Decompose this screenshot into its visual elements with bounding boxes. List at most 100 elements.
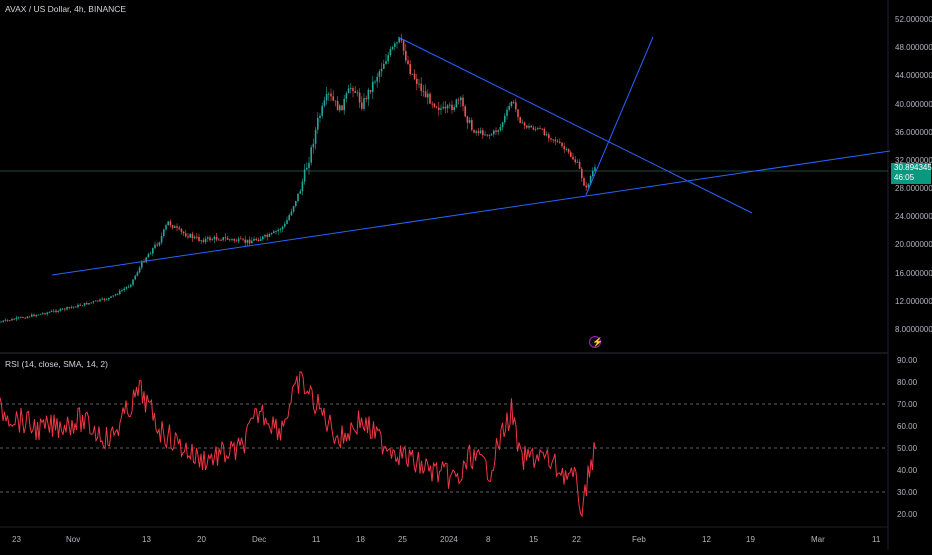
- candle-body: [13, 318, 15, 320]
- candle-body: [453, 107, 455, 111]
- time-label: 11: [872, 535, 881, 544]
- candle-body: [559, 141, 561, 143]
- candle-body: [99, 299, 101, 302]
- price-label: 8.0000000: [895, 325, 932, 334]
- candle-body: [477, 131, 480, 134]
- lightning-icon[interactable]: ⚡: [589, 336, 603, 348]
- rsi-label: 70.00: [897, 400, 918, 409]
- candle-body: [218, 239, 220, 241]
- rsi-label: 50.00: [897, 444, 918, 453]
- candle-body: [266, 234, 268, 237]
- candle-body: [508, 106, 510, 110]
- price-scale[interactable]: 52.0000000 48.0000000 44.0000000 40.0000…: [895, 15, 932, 334]
- candle-body: [235, 240, 238, 242]
- candle-body: [145, 257, 147, 263]
- candle-body: [180, 228, 183, 232]
- candle-body: [374, 81, 376, 83]
- candle-body: [398, 38, 400, 43]
- candle-body: [334, 100, 337, 102]
- candle-body: [209, 237, 211, 241]
- rsi-scale[interactable]: 90.00 80.00 70.00 60.00 50.00 40.00 30.0…: [897, 356, 918, 519]
- candle-body: [204, 238, 207, 242]
- bar-countdown: 46:05: [894, 173, 915, 182]
- candle-body: [510, 102, 513, 107]
- time-label: 11: [312, 535, 321, 544]
- candle-body: [169, 221, 172, 226]
- candle-body: [33, 314, 35, 317]
- candle-body: [295, 201, 297, 207]
- candle-body: [167, 221, 169, 226]
- candle-body: [152, 248, 154, 254]
- candle-body: [312, 143, 315, 148]
- candle-body: [11, 318, 13, 321]
- candle-body: [504, 115, 506, 123]
- time-label: 2024: [440, 535, 458, 544]
- candle-body: [103, 298, 106, 300]
- candle-body: [28, 316, 31, 318]
- candle-body: [257, 239, 260, 242]
- time-scale[interactable]: 23 Nov 13 20 Dec 11 18 25 2024 8 15 22 F…: [12, 535, 881, 544]
- candle-body: [583, 178, 585, 186]
- symbol-title[interactable]: AVAX / US Dollar, 4h, BINANCE: [5, 4, 126, 14]
- candle-body: [486, 134, 488, 136]
- time-label: 12: [702, 535, 711, 544]
- time-label: 18: [356, 535, 365, 544]
- candle-body: [475, 131, 477, 133]
- candle-body: [565, 148, 568, 150]
- candle-body: [240, 238, 242, 240]
- time-label: Mar: [811, 535, 825, 544]
- candle-body: [438, 107, 440, 110]
- candle-body: [552, 139, 554, 141]
- candle-body: [548, 134, 550, 139]
- candle-body: [132, 279, 134, 285]
- candle-body: [286, 220, 288, 224]
- projection-line[interactable]: [585, 36, 654, 196]
- candle-body: [400, 38, 403, 41]
- rsi-label: 20.00: [897, 510, 918, 519]
- candle-body: [207, 237, 209, 239]
- candle-body: [147, 254, 150, 258]
- price-label: 48.0000000: [895, 43, 932, 52]
- candle-body: [350, 88, 352, 89]
- resistance-trendline[interactable]: [397, 36, 753, 214]
- candle-body: [94, 300, 97, 302]
- candle-body: [319, 115, 321, 118]
- candle-body: [127, 286, 130, 288]
- candle-body: [187, 236, 189, 238]
- candle-body: [114, 294, 117, 296]
- candle-body: [125, 287, 128, 289]
- candle-body: [193, 236, 196, 239]
- candle-body: [174, 226, 176, 228]
- candle-body: [466, 116, 469, 123]
- price-label: 16.0000000: [895, 269, 932, 278]
- price-label: 52.0000000: [895, 15, 932, 24]
- price-label: 40.0000000: [895, 100, 932, 109]
- candle-body: [336, 100, 339, 111]
- candle-body: [163, 229, 165, 236]
- candle-body: [292, 206, 295, 212]
- time-label: 23: [12, 535, 21, 544]
- price-label: 20.0000000: [895, 240, 932, 249]
- candle-body: [123, 288, 125, 291]
- candle-body: [171, 225, 174, 228]
- candle-body: [158, 242, 161, 246]
- candle-body: [418, 83, 420, 85]
- candle-body: [75, 306, 77, 308]
- candlestick-series: [0, 33, 596, 323]
- candle-body: [185, 233, 187, 237]
- candle-body: [198, 237, 200, 242]
- candle-body: [22, 317, 24, 318]
- candle-body: [385, 61, 387, 64]
- candle-body: [471, 120, 473, 130]
- time-label: 22: [572, 535, 581, 544]
- candle-body: [424, 91, 427, 98]
- candle-body: [160, 235, 163, 243]
- candle-body: [15, 317, 18, 320]
- candle-body: [2, 320, 4, 322]
- price-label: 44.0000000: [895, 71, 932, 80]
- support-trendline[interactable]: [51, 150, 891, 276]
- candle-body: [427, 93, 429, 98]
- rsi-title[interactable]: RSI (14, close, SMA, 14, 2): [5, 359, 108, 369]
- trendline-drawings[interactable]: [51, 36, 891, 276]
